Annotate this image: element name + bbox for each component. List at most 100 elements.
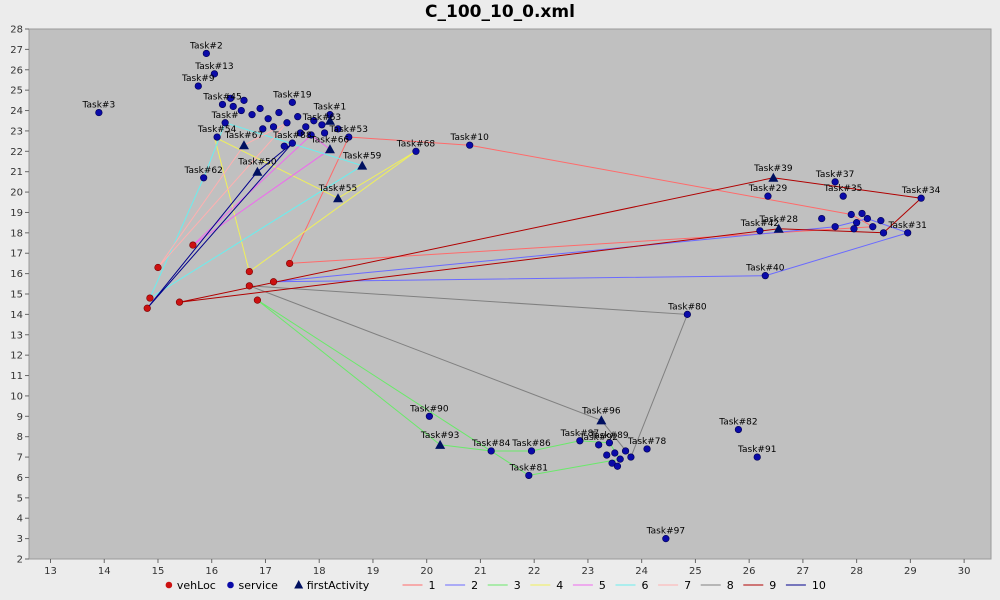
service-point xyxy=(611,449,619,457)
task-label: Task#84 xyxy=(471,439,511,449)
y-tick-label: 23 xyxy=(10,126,23,137)
task-label: Task#13 xyxy=(194,62,233,72)
legend-label: firstActivity xyxy=(307,579,370,592)
service-point xyxy=(240,96,248,104)
service-point xyxy=(412,147,420,155)
task-label: Task#37 xyxy=(815,170,854,180)
service-point xyxy=(237,106,245,115)
vehicle-location-point xyxy=(253,296,262,304)
first-activity-point xyxy=(773,223,784,233)
service-point xyxy=(608,459,616,467)
service-point xyxy=(294,113,302,121)
task-label: Task#66 xyxy=(310,135,350,145)
y-tick-label: 11 xyxy=(10,371,23,382)
service-point xyxy=(683,310,691,318)
service-point xyxy=(226,94,235,102)
legend-marker-service xyxy=(227,581,234,589)
service-point xyxy=(877,217,885,225)
service-point xyxy=(269,123,278,131)
first-activity-point xyxy=(324,144,335,154)
service-point xyxy=(345,133,353,141)
service-point xyxy=(200,174,208,182)
x-tick-label: 20 xyxy=(420,566,433,577)
service-point xyxy=(869,223,877,231)
task-label: Task#78 xyxy=(627,437,667,447)
y-tick-label: 14 xyxy=(10,310,23,321)
y-tick-label: 3 xyxy=(17,534,23,545)
vehicle-location-point xyxy=(146,294,154,302)
y-tick-label: 18 xyxy=(10,228,23,239)
service-point xyxy=(616,455,624,463)
y-tick-label: 16 xyxy=(10,269,23,280)
legend: vehLoc service firstActivity 1 2 3 4 5 6 7 8 9 10 xyxy=(165,579,826,592)
vehicle-location-point xyxy=(245,282,253,290)
route-line-5 xyxy=(192,134,331,246)
vehicle-location-point xyxy=(286,259,294,268)
task-label: Task#86 xyxy=(511,439,551,449)
service-point xyxy=(221,119,229,127)
y-tick-label: 2 xyxy=(17,555,23,566)
task-label: Task#67 xyxy=(224,131,263,141)
service-point xyxy=(613,462,622,470)
task-label: Task#29 xyxy=(748,184,788,194)
legend-label: 9 xyxy=(769,579,776,592)
service-point xyxy=(576,437,584,445)
service-point xyxy=(527,447,536,455)
x-tick-label: 27 xyxy=(797,566,810,577)
y-tick-label: 27 xyxy=(10,45,23,56)
service-point xyxy=(487,447,495,455)
service-point xyxy=(264,115,272,123)
legend-label: service xyxy=(239,579,279,592)
service-point xyxy=(917,194,925,202)
service-point xyxy=(307,131,315,139)
task-label: Task#68 xyxy=(396,139,436,149)
task-label: Task#50 xyxy=(237,158,277,168)
service-point xyxy=(302,123,310,131)
axes: 13 14 15 16 17 18 19 20 21 22 23 24 25 26 27 28 29 302345… xyxy=(10,25,970,578)
first-activity-point xyxy=(324,115,335,125)
legend-label: vehLoc xyxy=(177,579,216,592)
vehicle-location-point xyxy=(269,278,278,286)
task-label: Task#63 xyxy=(302,113,341,123)
service-point xyxy=(847,210,855,219)
task-labels: Task#2 Task#13 Task#9 Task#3 Task#10 Task#68 T… xyxy=(82,41,941,536)
task-label: Task#10 xyxy=(449,133,489,143)
task-label: Task#55 xyxy=(318,184,357,194)
task-label: Task#42 xyxy=(740,219,779,229)
y-tick-label: 22 xyxy=(10,147,23,158)
service-point xyxy=(643,445,651,453)
service-point xyxy=(621,447,630,455)
task-label: Task#96 xyxy=(581,406,621,416)
service-point xyxy=(853,219,861,227)
service-point xyxy=(280,142,288,150)
service-point xyxy=(525,471,533,480)
vehicle-location-point xyxy=(189,241,197,249)
service-point xyxy=(734,425,743,434)
first-activity-point xyxy=(333,193,344,203)
service-point xyxy=(839,192,847,200)
service-point xyxy=(194,82,202,90)
service-point xyxy=(761,272,769,280)
y-tick-label: 21 xyxy=(10,167,23,178)
task-label: Task#28 xyxy=(759,215,799,225)
vehicle-location-point xyxy=(175,298,184,306)
x-tick-label: 30 xyxy=(958,566,971,577)
task-label: Task#9 xyxy=(181,74,215,84)
legend-label: 6 xyxy=(642,579,649,592)
chart-title: C_100_10_0.xml xyxy=(425,2,575,22)
service-point xyxy=(256,104,264,113)
x-tick-label: 24 xyxy=(635,566,648,577)
service-point xyxy=(259,125,267,133)
task-label: Task#88 xyxy=(272,131,312,141)
vehicle-location-point xyxy=(143,304,151,312)
service-point xyxy=(831,223,839,231)
task-label: Task#31 xyxy=(887,221,926,231)
task-label: Task#3 xyxy=(82,101,116,111)
service-point xyxy=(879,229,888,237)
task-label: Task#90 xyxy=(409,404,449,414)
legend-label: 1 xyxy=(429,579,436,592)
service-point xyxy=(275,108,283,117)
y-tick-label: 19 xyxy=(10,208,23,219)
x-tick-label: 29 xyxy=(904,566,917,577)
